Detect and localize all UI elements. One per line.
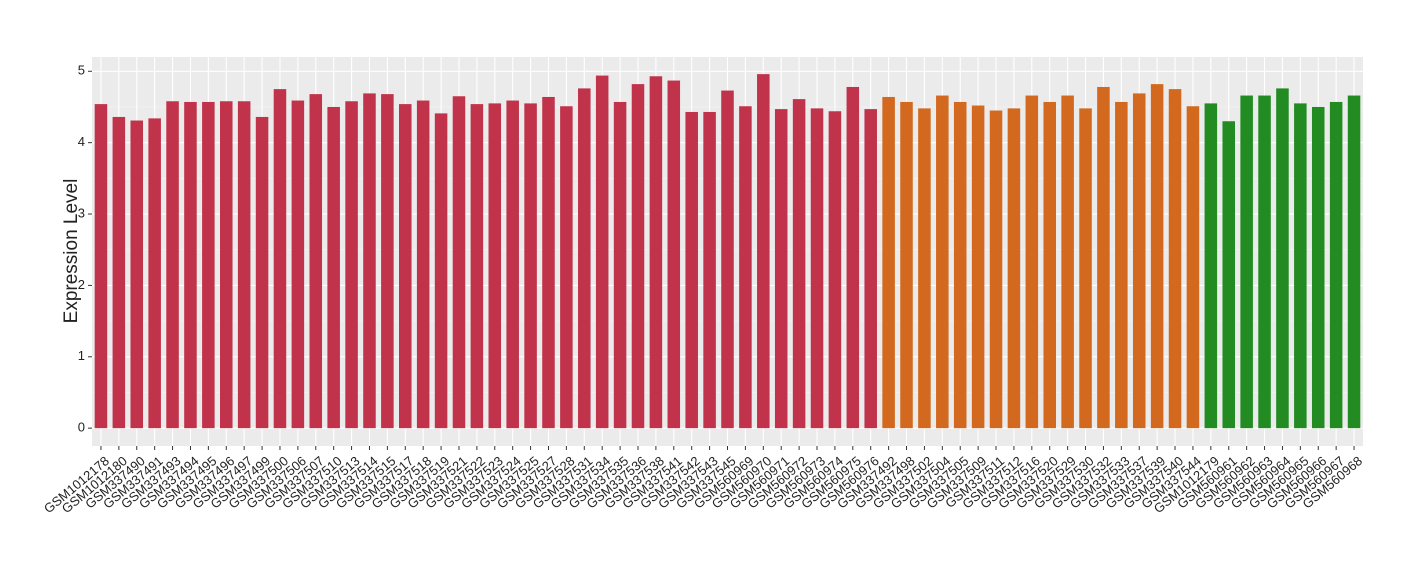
bar	[1311, 106, 1325, 429]
bar	[345, 101, 358, 429]
bar	[1025, 95, 1039, 429]
y-tick-label: 2	[78, 277, 85, 292]
bar	[1294, 103, 1307, 429]
bar	[721, 90, 734, 429]
bar	[1240, 95, 1253, 429]
bar	[202, 101, 215, 429]
bar	[971, 105, 985, 429]
bar	[1186, 106, 1200, 429]
bar	[1204, 103, 1218, 429]
bar	[757, 74, 770, 429]
bar	[1132, 93, 1146, 429]
bar	[1168, 89, 1182, 429]
bar	[631, 84, 645, 429]
bar	[1222, 121, 1236, 429]
bar	[148, 118, 161, 429]
bar	[291, 100, 305, 429]
bar	[667, 80, 681, 429]
bar	[1347, 95, 1361, 429]
y-tick-label: 5	[78, 63, 85, 78]
bar	[309, 94, 323, 429]
bar	[94, 104, 108, 429]
bar	[219, 101, 233, 429]
bar	[1079, 108, 1092, 429]
bar	[363, 93, 376, 429]
bar	[774, 109, 788, 429]
bar	[685, 111, 698, 429]
bar	[1115, 101, 1128, 429]
bar	[255, 116, 269, 429]
bar	[1061, 95, 1074, 429]
bar	[381, 94, 394, 429]
bar	[506, 100, 519, 429]
bar	[1150, 84, 1164, 429]
bar	[434, 113, 448, 429]
bar	[703, 111, 716, 429]
bar	[416, 100, 430, 429]
bar	[237, 101, 251, 429]
bar	[1276, 88, 1289, 429]
bar	[1043, 101, 1056, 429]
bar	[524, 103, 537, 429]
bar	[112, 116, 126, 429]
y-tick-label: 0	[78, 420, 85, 435]
bar	[864, 109, 877, 429]
bar	[1258, 95, 1271, 429]
bar	[470, 104, 484, 429]
bar	[184, 101, 197, 429]
bar	[918, 108, 931, 429]
bar	[578, 88, 591, 429]
bar	[936, 95, 949, 429]
bar	[130, 120, 144, 429]
bar	[810, 108, 824, 429]
y-axis-label: Expression Level	[61, 179, 82, 324]
bar	[900, 101, 913, 429]
bar	[1097, 86, 1110, 429]
bar	[792, 99, 806, 429]
bar	[953, 101, 967, 429]
y-tick-label: 4	[78, 134, 85, 149]
bar	[452, 96, 466, 429]
bar	[1329, 101, 1343, 429]
bar	[649, 76, 663, 429]
bar	[488, 103, 502, 429]
bar	[989, 110, 1003, 429]
bar	[613, 101, 627, 429]
bar	[846, 86, 860, 429]
bar	[542, 96, 555, 429]
y-tick-label: 1	[78, 348, 85, 363]
bar	[399, 104, 412, 429]
bar	[166, 101, 179, 429]
bar	[273, 89, 287, 429]
bar	[560, 106, 573, 429]
bar	[327, 106, 340, 429]
y-tick-label: 3	[78, 205, 85, 220]
bar	[1007, 108, 1021, 429]
bar	[828, 111, 842, 429]
bar	[882, 96, 895, 429]
bar	[595, 75, 609, 429]
bar	[739, 106, 752, 429]
